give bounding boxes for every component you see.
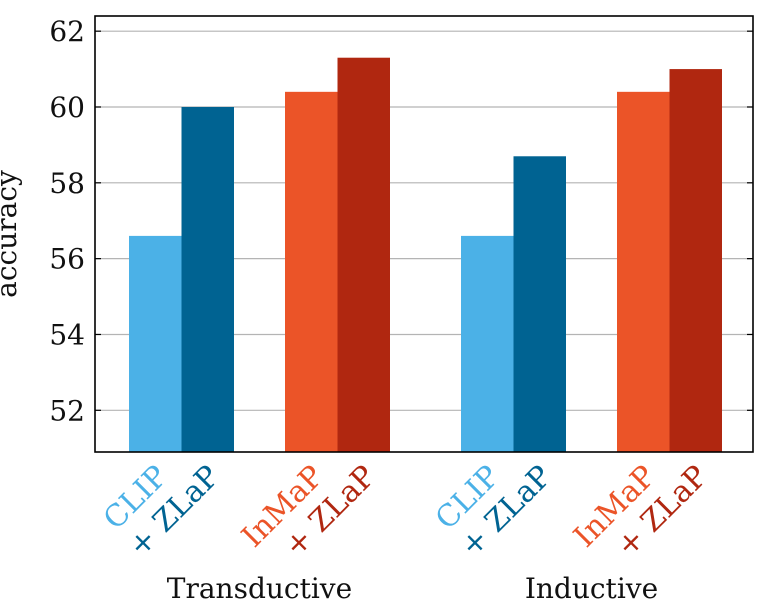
bars	[129, 57, 722, 453]
y-tick-label: 58	[49, 167, 85, 200]
group-labels: Transductive Inductive	[167, 572, 658, 604]
bar	[285, 91, 338, 453]
y-tick-label: 60	[49, 91, 85, 124]
bar	[461, 235, 514, 452]
y-tick-label: 52	[49, 394, 85, 427]
bar-labels: CLIP+ ZLaP InMaP+ ZLaP CLIP+ ZLaP InMaP+ ZL…	[97, 459, 715, 564]
bar	[129, 235, 182, 452]
y-tick-label: 54	[49, 318, 85, 351]
group-label: Transductive	[167, 572, 352, 604]
y-axis-ticks: 52 54 56 58 60 62	[49, 15, 753, 427]
bar	[337, 57, 390, 453]
bar	[617, 91, 670, 453]
bar	[181, 106, 234, 452]
group-label: Inductive	[525, 572, 658, 604]
bar	[513, 156, 566, 452]
bar	[669, 69, 722, 453]
y-tick-label: 62	[49, 15, 85, 48]
y-axis-label: accuracy	[0, 170, 23, 298]
y-tick-label: 56	[49, 243, 85, 276]
plot-frame	[94, 15, 754, 453]
